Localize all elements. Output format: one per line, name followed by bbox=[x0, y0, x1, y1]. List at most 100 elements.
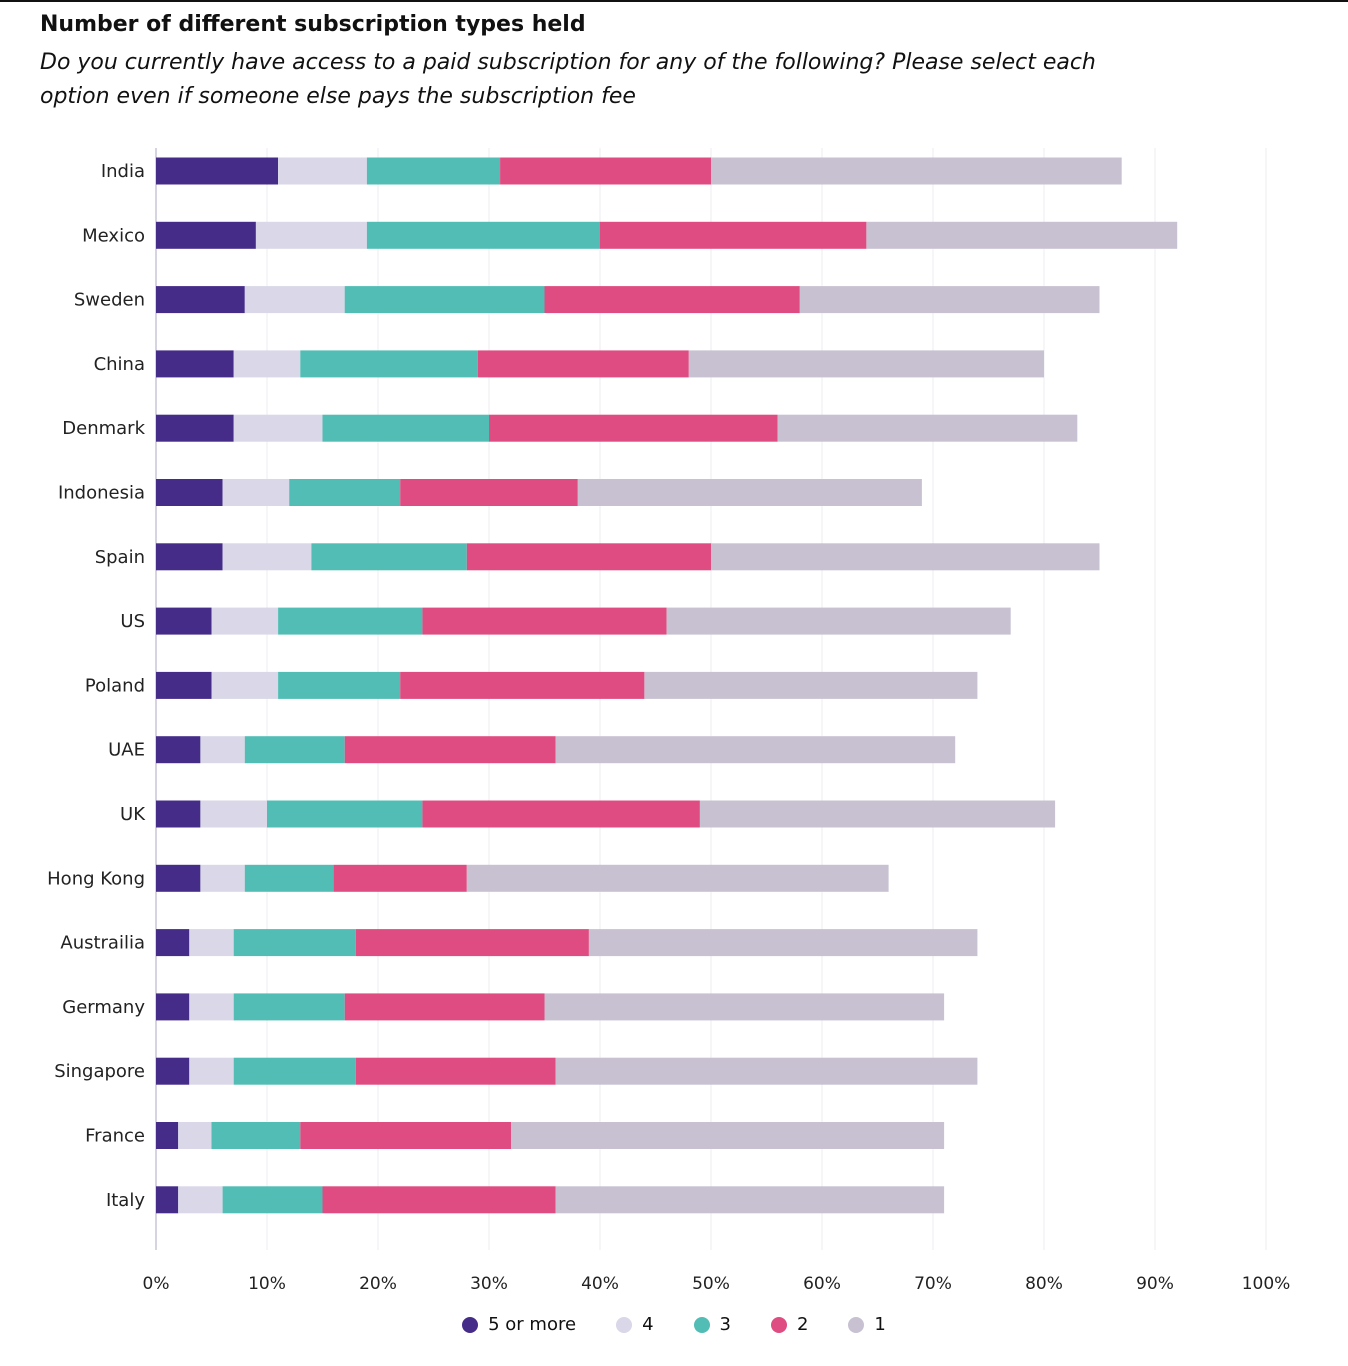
x-tick-label: 100% bbox=[1242, 1274, 1291, 1294]
bar-segment bbox=[222, 1186, 323, 1214]
bar-segment bbox=[711, 543, 1100, 571]
bar-segment bbox=[233, 1057, 356, 1085]
bar-segment bbox=[233, 414, 323, 442]
bar-segment bbox=[267, 800, 423, 828]
bar-segment bbox=[799, 286, 1100, 314]
bar-segment bbox=[189, 993, 234, 1021]
bar-segment bbox=[366, 157, 501, 185]
bar-segment bbox=[222, 543, 312, 571]
category-label: India bbox=[101, 161, 145, 182]
top-rule bbox=[0, 0, 1348, 2]
bar-segment bbox=[156, 607, 212, 635]
bar-segment bbox=[233, 350, 301, 378]
x-tick-label: 20% bbox=[359, 1274, 397, 1294]
bar-segment bbox=[156, 350, 234, 378]
x-tick-label: 30% bbox=[470, 1274, 508, 1294]
category-label: Indonesia bbox=[58, 483, 145, 504]
legend-swatch bbox=[616, 1316, 633, 1333]
category-label: Mexico bbox=[82, 225, 145, 246]
category-label: Sweden bbox=[74, 290, 145, 311]
x-tick-label: 40% bbox=[581, 1274, 619, 1294]
bar-segment bbox=[233, 993, 345, 1021]
bar-segment bbox=[489, 414, 778, 442]
bar-segment bbox=[466, 864, 889, 892]
legend-item: 1 bbox=[848, 1314, 886, 1335]
legend-label: 4 bbox=[642, 1314, 654, 1335]
bar-segment bbox=[644, 671, 978, 699]
bar-segment bbox=[156, 1122, 179, 1149]
x-tick-label: 50% bbox=[692, 1274, 730, 1294]
bar-segment bbox=[178, 1122, 212, 1149]
bar-segment bbox=[500, 157, 711, 185]
bar-segment bbox=[211, 671, 279, 699]
bar-segment bbox=[156, 1057, 190, 1085]
bar-segment bbox=[156, 929, 190, 957]
bar-segment bbox=[233, 929, 356, 957]
bar-segment bbox=[156, 736, 201, 764]
legend-swatch bbox=[770, 1316, 787, 1333]
legend-swatch bbox=[848, 1316, 865, 1333]
legend-item: 5 or more bbox=[462, 1314, 576, 1335]
chart-title: Number of different subscription types h… bbox=[40, 12, 586, 37]
bar-segment bbox=[344, 993, 545, 1021]
bar-segment bbox=[156, 800, 201, 828]
bar-segment bbox=[777, 414, 1078, 442]
bar-segment bbox=[255, 221, 367, 249]
bar-segment bbox=[278, 157, 367, 185]
bar-segment bbox=[156, 157, 279, 185]
category-label: China bbox=[94, 354, 145, 375]
x-tick-label: 60% bbox=[803, 1274, 841, 1294]
x-tick-label: 0% bbox=[143, 1274, 170, 1294]
bar-segment bbox=[422, 800, 700, 828]
bar-segment bbox=[344, 286, 545, 314]
bar-segment bbox=[588, 929, 978, 957]
bar-segment bbox=[344, 736, 556, 764]
bar-segment bbox=[577, 479, 922, 506]
bar-segment bbox=[156, 414, 234, 442]
category-label: Germany bbox=[62, 997, 145, 1018]
bar-segment bbox=[200, 736, 245, 764]
bar-segment bbox=[555, 1186, 945, 1214]
category-label: Italy bbox=[106, 1190, 145, 1211]
bar-segment bbox=[711, 157, 1122, 185]
bar-segment bbox=[278, 671, 401, 699]
bar-segment bbox=[211, 607, 279, 635]
bar-segment bbox=[244, 736, 345, 764]
bar-segment bbox=[200, 864, 245, 892]
legend-label: 5 or more bbox=[488, 1314, 577, 1335]
bar-segment bbox=[600, 221, 867, 249]
legend-label: 2 bbox=[796, 1314, 809, 1335]
category-label: Poland bbox=[85, 675, 145, 696]
bar-segment bbox=[300, 350, 478, 378]
x-tick-label: 70% bbox=[914, 1274, 952, 1294]
bar-segment bbox=[555, 1057, 978, 1085]
bar-segment bbox=[466, 543, 711, 571]
legend-label: 1 bbox=[874, 1314, 886, 1335]
bar-segment bbox=[189, 929, 234, 957]
category-label: France bbox=[85, 1126, 145, 1147]
bar-segment bbox=[400, 479, 578, 506]
x-tick-label: 90% bbox=[1136, 1274, 1174, 1294]
bar-segment bbox=[156, 864, 201, 892]
bar-segment bbox=[211, 1122, 301, 1149]
bars bbox=[156, 157, 1178, 1214]
bar-segment bbox=[156, 671, 212, 699]
bar-segment bbox=[189, 1057, 234, 1085]
bar-segment bbox=[366, 221, 600, 249]
bar-segment bbox=[866, 221, 1178, 249]
legend: 5 or more 4 3 2 1 bbox=[0, 1314, 1348, 1335]
bar-segment bbox=[311, 543, 467, 571]
bar-segment bbox=[688, 350, 1044, 378]
legend-label: 3 bbox=[719, 1314, 731, 1335]
legend-item: 2 bbox=[770, 1314, 809, 1335]
bar-segment bbox=[178, 1186, 223, 1214]
bar-segment bbox=[156, 543, 223, 571]
bar-segment bbox=[355, 929, 589, 957]
bar-segment bbox=[300, 1122, 512, 1149]
category-labels: India Mexico Sweden China Denmark Indonesia Sp… bbox=[47, 161, 146, 1211]
bar-segment bbox=[422, 607, 667, 635]
bar-segment bbox=[699, 800, 1056, 828]
category-label: Singapore bbox=[54, 1061, 145, 1082]
bar-segment bbox=[200, 800, 267, 828]
